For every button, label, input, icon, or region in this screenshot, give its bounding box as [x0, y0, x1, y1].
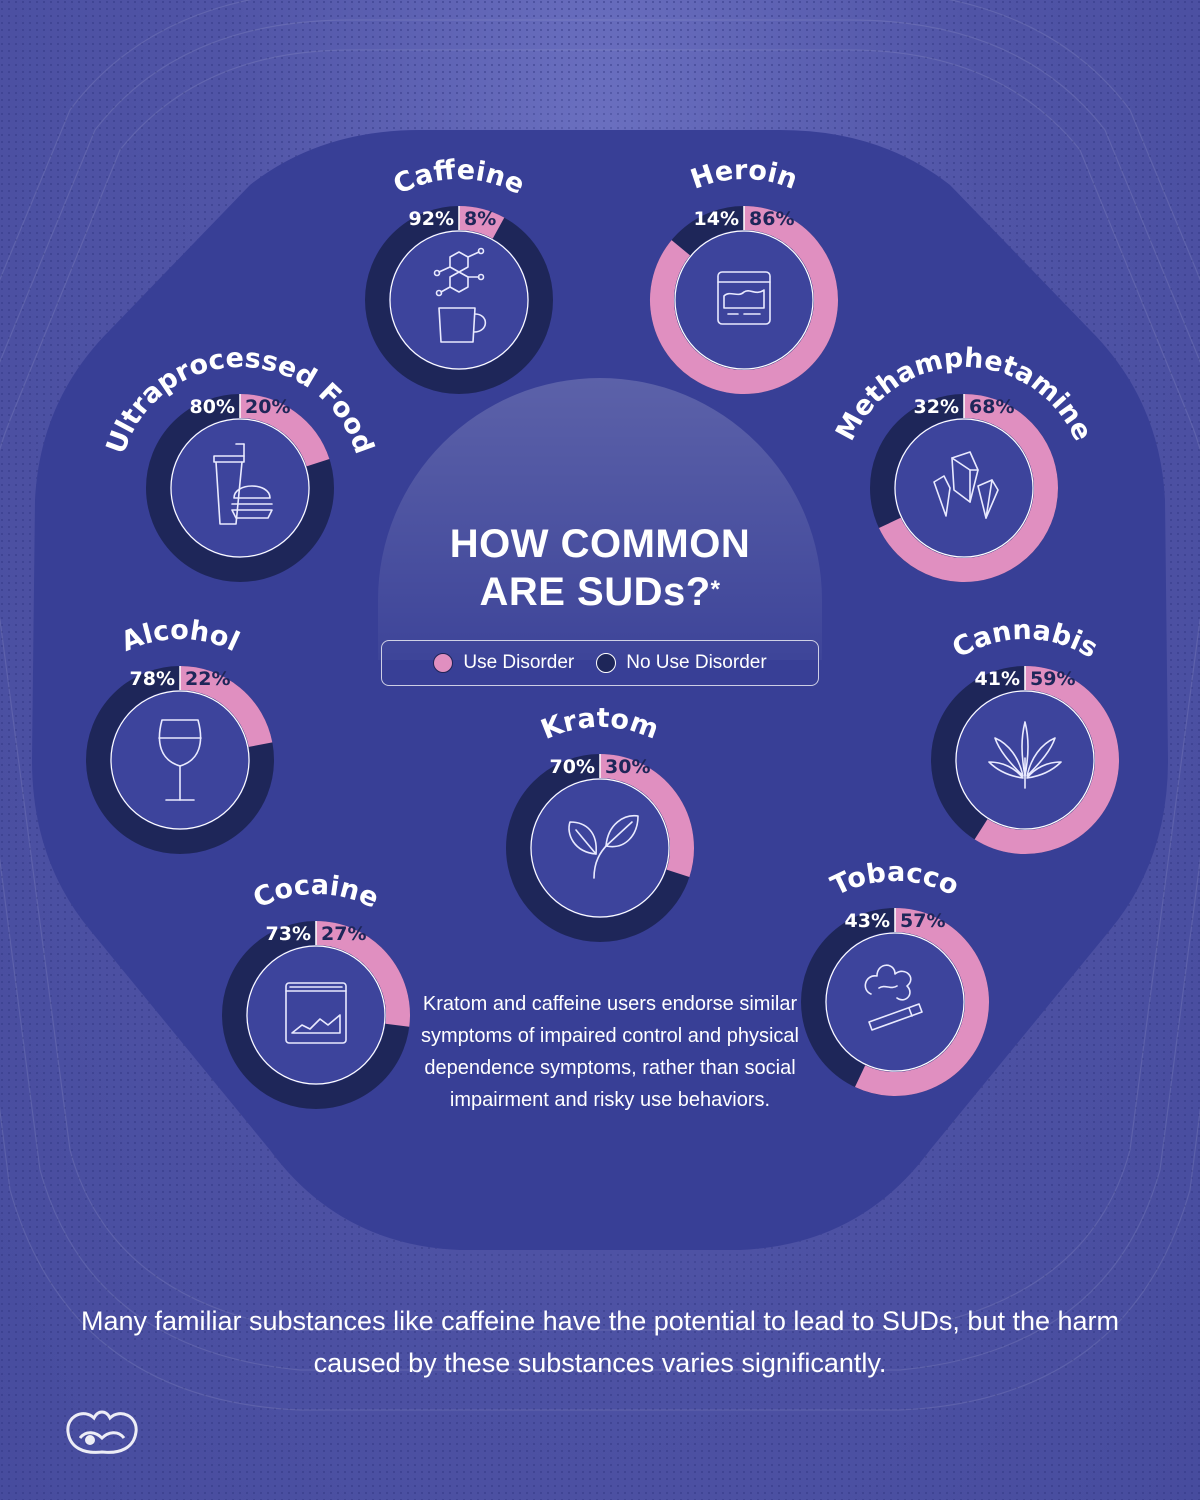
cocaine-use-disorder-label: 27% — [321, 923, 366, 945]
methamphetamine-inner-circle — [894, 418, 1034, 558]
use-disorder-swatch — [433, 653, 454, 673]
molecule-mug-icon — [433, 247, 487, 343]
tobacco-no-use-disorder-label: 43% — [845, 910, 890, 932]
tobacco-title: Tobacco — [826, 857, 963, 902]
cannabis-title: Cannabis — [947, 615, 1103, 665]
heroin-use-disorder-label: 86% — [749, 208, 794, 230]
tobacco-inner-circle — [825, 932, 965, 1072]
wine-glass-icon — [158, 719, 202, 801]
no-use-disorder-swatch — [596, 653, 617, 673]
ultraprocessed-food-use-disorder-label: 20% — [245, 396, 290, 418]
alcohol-use-disorder-label: 22% — [185, 668, 230, 690]
soda-burger-icon — [213, 443, 273, 525]
cannabis-no-use-disorder-label: 41% — [975, 668, 1020, 690]
alcohol-use-disorder-segment — [179, 666, 273, 748]
heroin-no-use-disorder-label: 14% — [694, 208, 739, 230]
tobacco-use-disorder-label: 57% — [900, 910, 945, 932]
alcohol-title: Alcohol — [117, 615, 244, 658]
legend-item-use-disorder: Use Disorder — [433, 652, 574, 674]
title-line-2-text: ARE SUDs? — [479, 570, 711, 614]
kratom-title: Kratom — [537, 703, 663, 746]
cocaine-no-use-disorder-label: 73% — [266, 923, 311, 945]
contour-lines — [0, 0, 1200, 1410]
title-line-2: ARE SUDs?* — [380, 568, 820, 616]
methamphetamine-use-disorder-segment — [878, 394, 1058, 582]
ultraprocessed-food-no-use-disorder-label: 80% — [190, 396, 235, 418]
cocaine-use-disorder-segment — [315, 921, 410, 1027]
page-title: HOW COMMON ARE SUDs?* — [380, 520, 820, 616]
cannabis-leaf-icon — [988, 721, 1062, 789]
baggie-icon — [717, 271, 771, 325]
cannabis-use-disorder-segment — [974, 666, 1119, 854]
leaves-icon — [568, 815, 639, 879]
methamphetamine-no-use-disorder-label: 32% — [914, 396, 959, 418]
title-asterisk: * — [710, 576, 721, 603]
kratom-use-disorder-segment — [599, 754, 694, 878]
kratom-caffeine-note: Kratom and caffeine users endorse simila… — [421, 993, 799, 1111]
cocaine-title: Cocaine — [249, 870, 384, 915]
alcohol-inner-circle — [110, 690, 250, 830]
heroin-use-disorder-segment — [650, 206, 838, 394]
cigarette-icon — [864, 964, 923, 1031]
title-line-1: HOW COMMON — [449, 522, 751, 566]
heroin-title: Heroin — [687, 155, 802, 196]
cannabis-use-disorder-label: 59% — [1030, 668, 1075, 690]
brand-logo-icon — [66, 1410, 138, 1454]
kratom-no-use-disorder-label: 70% — [550, 756, 595, 778]
kratom-use-disorder-label: 30% — [605, 756, 650, 778]
cocaine-inner-circle — [246, 945, 386, 1085]
tobacco-use-disorder-segment — [854, 908, 989, 1096]
caffeine-use-disorder-label: 8% — [464, 208, 496, 230]
legend-item-no-use-disorder: No Use Disorder — [596, 652, 767, 674]
caffeine-use-disorder-segment — [458, 206, 505, 239]
alcohol-no-use-disorder-label: 78% — [130, 668, 175, 690]
methamphetamine-use-disorder-label: 68% — [969, 396, 1014, 418]
ultraprocessed-food-use-disorder-segment — [239, 394, 330, 467]
caffeine-no-use-disorder-label: 92% — [409, 208, 454, 230]
legend-label-use-disorder: Use Disorder — [463, 652, 575, 673]
crystals-icon — [933, 451, 999, 519]
footer-text: Many familiar substances like caffeine h… — [80, 1306, 1120, 1378]
caffeine-title: Caffeine — [389, 155, 530, 201]
kratom-inner-circle — [530, 778, 670, 918]
powder-bag-icon — [285, 982, 347, 1044]
legend-label-no-use-disorder: No Use Disorder — [626, 652, 767, 673]
heroin-inner-circle — [674, 230, 814, 370]
caffeine-inner-circle — [389, 230, 529, 370]
legend: Use Disorder No Use Disorder — [381, 640, 819, 686]
title-dome — [378, 378, 822, 660]
